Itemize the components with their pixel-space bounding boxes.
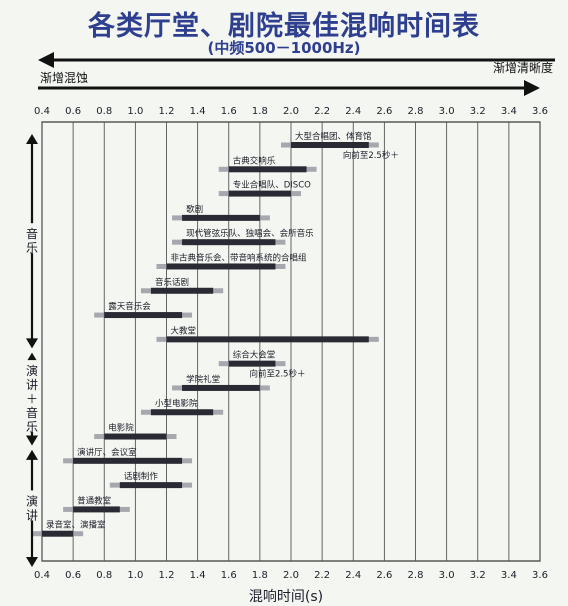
group-bracket-arrow	[26, 134, 38, 144]
bar-label: 录音室、演播室	[46, 520, 106, 531]
top-tick-label: 2.6	[376, 106, 392, 117]
top-tick-label: 3.2	[470, 106, 486, 117]
bottom-tick-label: 2.8	[408, 570, 424, 581]
bottom-tick-label: 3.4	[501, 570, 517, 581]
bottom-axis: 0.4 0.6 0.8 1.0 1.2 1.4 1.6 1.8 2.0 2.2 2.4 2.6 2.8 3…	[34, 570, 548, 581]
chart-title: 各类厅堂、剧院最佳混响时间表	[88, 11, 480, 42]
top-tick-label: 3.0	[439, 106, 455, 117]
bar	[150, 409, 214, 416]
bar-label: 古典交响乐	[233, 155, 276, 166]
top-tick-label: 2.0	[283, 106, 299, 117]
top-tick-label: 2.4	[345, 106, 361, 117]
top-tick-label: 1.0	[127, 106, 143, 117]
top-tick-label: 1.4	[190, 106, 206, 117]
bar-label: 现代管弦乐队、独唱会、会所音乐	[186, 228, 314, 239]
bar-label: 普通教室	[77, 495, 112, 506]
bar	[182, 214, 260, 221]
top-tick-label: 2.8	[408, 106, 424, 117]
bottom-tick-label: 3.0	[439, 570, 455, 581]
top-tick-label: 0.6	[65, 106, 81, 117]
bar	[228, 190, 291, 197]
group-label: 音乐	[26, 226, 38, 255]
bottom-tick-label: 2.6	[376, 570, 392, 581]
top-tick-label: 1.2	[159, 106, 175, 117]
bar-note: 向前至2.5秒＋	[249, 369, 305, 380]
bar-label: 音乐话剧	[155, 277, 189, 288]
bar-note: 向前至2.5秒＋	[343, 150, 399, 161]
clarity-arrow: 渐增清晰度	[38, 52, 555, 75]
bar-label: 演讲厅、会议室	[77, 447, 137, 458]
bar	[228, 360, 276, 367]
top-tick-label: 3.4	[501, 106, 517, 117]
bar	[182, 384, 260, 391]
bottom-tick-label: 2.4	[345, 570, 361, 581]
bar	[291, 142, 369, 148]
bottom-tick-label: 2.0	[283, 570, 299, 581]
bottom-tick-label: 0.8	[96, 570, 112, 581]
bottom-tick-label: 3.2	[470, 570, 486, 581]
bar-label: 学院礼堂	[186, 374, 220, 385]
bottom-tick-label: 3.6	[532, 570, 548, 581]
top-tick-label: 1.8	[252, 106, 268, 117]
arrow-right-label: 渐增清晰度	[493, 60, 553, 75]
bar	[104, 312, 183, 319]
bar-label: 小型电影院	[155, 398, 198, 409]
bar-label: 大型合唱团、体育馆	[295, 131, 372, 142]
top-axis: 0.4 0.6 0.8 1.0 1.2 1.4 1.6 1.8 2.0 2.2 2.4 2.6 2.8 3…	[34, 106, 548, 117]
group-label-bg	[24, 360, 40, 433]
group-label-bg	[24, 490, 40, 521]
bottom-tick-label: 1.6	[221, 570, 237, 581]
bottom-tick-label: 1.0	[127, 570, 143, 581]
bar	[166, 263, 276, 270]
top-tick-label: 3.6	[532, 106, 548, 117]
bar	[228, 166, 307, 173]
bottom-tick-label: 1.2	[159, 570, 175, 581]
bar	[42, 530, 74, 537]
bar	[73, 457, 183, 464]
group-bracket-arrow	[26, 557, 38, 567]
group-label-bg	[24, 223, 40, 254]
group-label: 演讲	[26, 493, 38, 522]
chart-subtitle: (中频500－1000Hz)	[207, 39, 361, 57]
bar	[119, 482, 183, 489]
bottom-tick-label: 2.2	[314, 570, 330, 581]
top-tick-label: 0.4	[34, 106, 50, 117]
top-tick-label: 1.6	[221, 106, 237, 117]
group-bracket-arrow	[26, 338, 38, 349]
bar-label: 专业合唱队、DISCO	[233, 180, 311, 191]
bar-label: 电影院	[108, 423, 134, 434]
bar-label: 大教堂	[171, 325, 197, 336]
bar-label: 综合大会堂	[233, 350, 276, 361]
bottom-tick-label: 0.4	[34, 570, 50, 581]
group-bracket-arrow	[26, 449, 38, 460]
group-bracket-arrow	[26, 435, 38, 446]
arrow-left-label: 渐增混蚀	[40, 71, 88, 85]
top-tick-label: 2.2	[314, 106, 330, 117]
bar	[104, 433, 167, 440]
x-axis-label: 混响时间(s)	[249, 589, 323, 605]
bar-label: 歌剧	[186, 204, 203, 215]
bar	[73, 506, 120, 513]
bottom-tick-label: 0.6	[65, 570, 81, 581]
bar-label: 露天音乐会	[108, 301, 151, 312]
bottom-tick-label: 1.4	[190, 570, 206, 581]
group-label: 演讲＋音乐	[26, 363, 38, 434]
bar	[166, 336, 369, 343]
bar	[150, 287, 214, 294]
bottom-tick-label: 1.8	[252, 570, 268, 581]
bar	[182, 239, 276, 246]
bar-label: 非古典音乐会、带音响系统的合唱组	[171, 252, 308, 263]
blur-arrow: 渐增混蚀	[38, 71, 540, 96]
top-tick-label: 0.8	[96, 106, 112, 117]
bar-label: 话剧制作	[124, 471, 159, 482]
